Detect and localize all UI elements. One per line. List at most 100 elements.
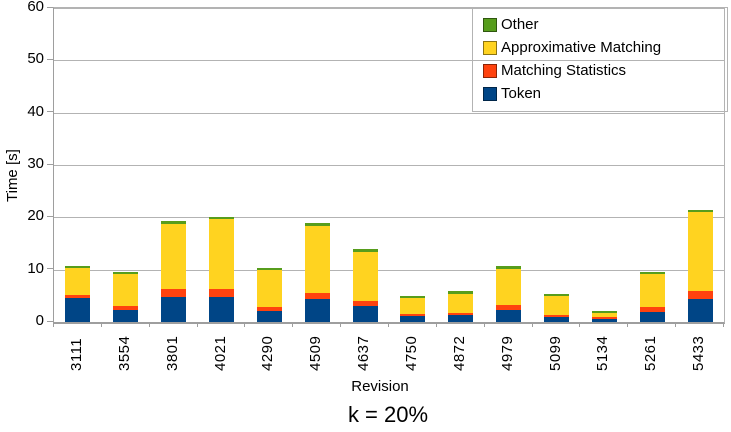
bar-4509-segment-token	[304, 298, 330, 322]
x-tick-label-5134: 5134	[594, 335, 612, 371]
legend-label: Other	[501, 16, 539, 33]
bar-3111-segment-token	[65, 297, 91, 322]
bar-5433-segment-approximative-matching	[687, 212, 713, 292]
bar-4979-segment-approximative-matching	[496, 268, 522, 306]
bar-3554-segment-matching-statistics	[113, 306, 139, 310]
y-tick-label: 10	[27, 259, 44, 277]
bar-3801-segment-token	[161, 297, 187, 322]
bar-4637-segment-approximative-matching	[352, 251, 378, 302]
x-axis-title: Revision	[351, 378, 409, 395]
bar-5261-segment-approximative-matching	[639, 274, 665, 308]
x-tick-mark	[627, 322, 629, 327]
bar-4021-segment-approximative-matching	[209, 219, 234, 290]
x-tick-label-4509: 4509	[307, 335, 325, 371]
bar-4750-segment-approximative-matching	[400, 298, 426, 315]
bar-5261-segment-matching-statistics	[639, 307, 665, 312]
bar-3801-segment-approximative-matching	[161, 223, 187, 290]
x-tick-label-4637: 4637	[355, 335, 373, 371]
y-tick-label: 50	[27, 50, 44, 68]
y-axis-title: Time [s]	[4, 149, 21, 202]
bar-5099-segment-approximative-matching	[544, 295, 569, 316]
bar-4637-segment-token	[352, 305, 378, 322]
bar-4872-segment-matching-statistics	[448, 312, 474, 316]
x-tick-label-5261: 5261	[642, 335, 660, 371]
gridline-y-50	[54, 60, 724, 62]
bar-4290-segment-approximative-matching	[256, 270, 282, 308]
bar-4637-segment-other	[352, 249, 378, 252]
bar-5134-segment-other	[591, 310, 617, 314]
x-tick-mark	[579, 322, 581, 327]
bar-4021-segment-matching-statistics	[209, 289, 234, 297]
legend-label: Approximative Matching	[501, 39, 662, 56]
x-tick-mark	[723, 322, 724, 327]
x-tick-mark	[675, 322, 677, 327]
y-tick-mark	[47, 268, 53, 270]
legend-item-approximative-matching: Approximative Matching	[483, 36, 727, 59]
x-tick-mark	[388, 322, 389, 327]
bar-4021-segment-other	[209, 216, 234, 220]
gridline-y-40	[54, 112, 724, 114]
bar-3554-segment-other	[113, 272, 139, 274]
bar-4750-segment-matching-statistics	[400, 314, 426, 317]
x-tick-mark	[244, 322, 246, 327]
bar-4290-segment-other	[256, 268, 282, 271]
y-tick-label: 0	[35, 312, 44, 329]
bar-3801-segment-matching-statistics	[161, 289, 187, 298]
bar-4872-segment-approximative-matching	[448, 293, 474, 313]
y-tick-mark	[47, 215, 53, 217]
bar-4750-segment-other	[400, 296, 426, 299]
x-tick-label-3111: 3111	[67, 337, 85, 371]
bar-5261-segment-other	[639, 271, 665, 275]
legend-item-other: Other	[483, 13, 727, 36]
x-tick-label-4872: 4872	[450, 335, 468, 371]
bar-4509-segment-other	[304, 223, 330, 226]
y-tick-mark	[47, 58, 53, 60]
bar-5134-segment-matching-statistics	[591, 317, 617, 319]
x-tick-mark	[148, 322, 150, 327]
bar-4509-segment-matching-statistics	[304, 292, 330, 299]
bar-4979-segment-token	[496, 309, 522, 322]
x-tick-mark	[196, 322, 198, 327]
bar-5433-segment-token	[687, 298, 713, 322]
bar-3801-segment-other	[161, 221, 187, 224]
x-tick-label-3801: 3801	[163, 335, 181, 371]
bar-5433-segment-matching-statistics	[687, 291, 713, 299]
bar-3111-segment-approximative-matching	[65, 267, 91, 296]
bar-5261-segment-token	[639, 311, 665, 322]
x-tick-label-3554: 3554	[115, 335, 133, 371]
legend-label: Token	[501, 85, 542, 102]
bar-5134-segment-token	[591, 318, 617, 322]
bar-5099-segment-matching-statistics	[544, 315, 569, 318]
bar-5134-segment-approximative-matching	[591, 313, 617, 318]
plot-area	[53, 7, 725, 324]
bar-5099-segment-token	[544, 317, 569, 322]
x-tick-label-4021: 4021	[211, 335, 229, 371]
bar-5099-segment-other	[544, 293, 569, 296]
legend-item-matching-statistics: Matching Statistics	[483, 59, 727, 82]
bar-4979-segment-other	[496, 266, 522, 269]
y-tick-mark	[47, 163, 53, 165]
legend-color-swatch-other	[483, 17, 497, 32]
bar-4290-segment-matching-statistics	[256, 307, 282, 312]
x-tick-label-5099: 5099	[546, 335, 564, 371]
x-tick-label-4750: 4750	[402, 335, 420, 371]
legend-color-swatch-approximative-matching	[483, 40, 497, 55]
legend-item-token: Token	[483, 82, 727, 105]
gridline-y-60	[54, 8, 724, 9]
bar-3554-segment-approximative-matching	[113, 273, 139, 307]
y-tick-mark	[47, 6, 53, 8]
legend-color-swatch-matching-statistics	[483, 63, 497, 78]
x-tick-label-4979: 4979	[498, 335, 516, 371]
bar-4872-segment-other	[448, 291, 474, 294]
chart-subtitle: k = 20%	[347, 402, 429, 427]
y-tick-mark	[47, 111, 53, 113]
x-tick-mark	[100, 322, 102, 327]
x-tick-label-4290: 4290	[259, 335, 277, 371]
x-tick-label-5433: 5433	[690, 335, 708, 371]
bar-3111-segment-other	[65, 266, 91, 268]
y-tick-label: 40	[27, 102, 44, 120]
bar-3554-segment-token	[113, 309, 139, 322]
bar-4290-segment-token	[256, 311, 282, 322]
bar-4637-segment-matching-statistics	[352, 301, 378, 306]
x-tick-mark	[292, 322, 294, 327]
